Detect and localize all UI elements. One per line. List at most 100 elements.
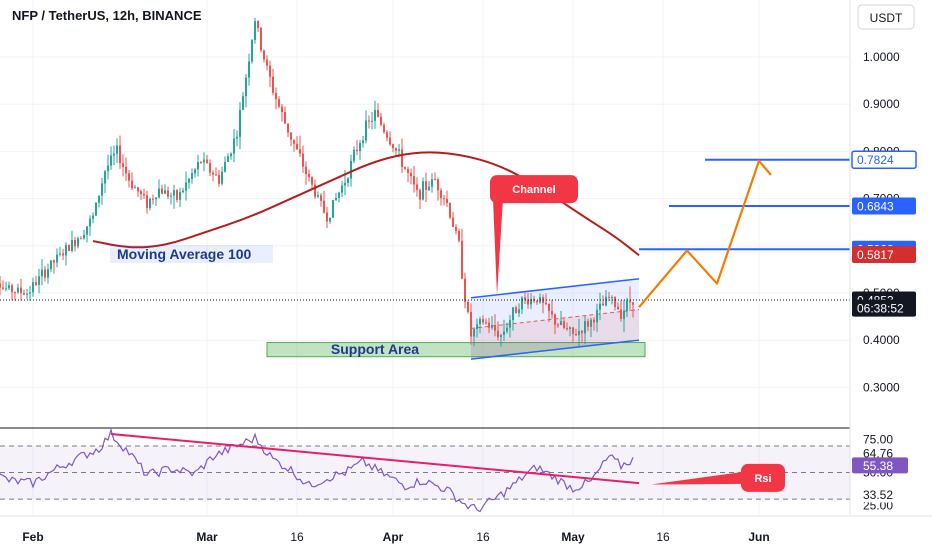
- candle-body: [536, 300, 538, 303]
- candle-body: [299, 149, 301, 154]
- candle-body: [350, 160, 352, 179]
- candle-body: [158, 188, 160, 198]
- candle-body: [560, 321, 562, 326]
- candle-body: [92, 215, 94, 219]
- candle-body: [413, 176, 415, 185]
- candle-body: [122, 163, 124, 167]
- candle-body: [257, 21, 259, 29]
- currency-button[interactable]: USDT: [857, 4, 915, 30]
- price-label: 0.6843: [852, 197, 916, 215]
- candle-body: [428, 186, 430, 191]
- rsi-label-text: 55.38: [863, 459, 893, 473]
- channel-lower-line[interactable]: [470, 339, 640, 360]
- candle-body: [608, 296, 610, 298]
- candle-body: [341, 185, 343, 193]
- candle-body: [71, 240, 73, 251]
- annotations: Moving Average 100 Support Area Channel: [110, 175, 578, 357]
- candle-body: [212, 172, 214, 175]
- candle-body: [44, 269, 46, 278]
- candle-body: [233, 138, 235, 154]
- price-label-text: 0.5817: [857, 248, 894, 262]
- candle-body: [383, 124, 385, 133]
- symbol-title[interactable]: NFP / TetherUS, 12h, BINANCE: [12, 8, 202, 23]
- drawings[interactable]: [0, 158, 850, 360]
- candle-body: [164, 190, 166, 194]
- candle-body: [197, 161, 199, 170]
- candle-body: [218, 174, 220, 184]
- time-axis[interactable]: Feb Mar 16 Apr 16 May 16 Jun: [0, 517, 932, 550]
- candle-body: [353, 149, 355, 161]
- candle-body: [140, 191, 142, 195]
- candle-body: [518, 309, 520, 314]
- price-series: [0, 17, 634, 347]
- time-tick-label: Mar: [196, 530, 218, 544]
- candle-body: [470, 311, 472, 337]
- candle-body: [431, 179, 433, 187]
- channel-callout-box: [490, 175, 578, 204]
- candle-body: [206, 159, 208, 164]
- time-tick-label: Jun: [748, 530, 769, 544]
- price-label-text: 0.7824: [857, 153, 894, 167]
- candle-body: [347, 178, 349, 183]
- support-area-box[interactable]: [266, 342, 646, 358]
- candle-body: [230, 153, 232, 157]
- candle-body: [494, 325, 496, 331]
- candle-body: [575, 333, 577, 336]
- time-tick-label: 16: [476, 530, 490, 544]
- candle-body: [134, 187, 136, 189]
- candle-body: [152, 198, 154, 200]
- candle-body: [374, 109, 376, 121]
- candle-body: [419, 189, 421, 200]
- candle-body: [155, 197, 157, 200]
- candle-body: [422, 181, 424, 200]
- candle-body: [41, 269, 43, 277]
- candle-body: [479, 319, 481, 325]
- candle-body: [107, 165, 109, 172]
- projection-path[interactable]: [638, 159, 772, 308]
- candle-body: [488, 322, 490, 328]
- candle-body: [596, 309, 598, 323]
- rsi-trendline[interactable]: [110, 432, 640, 485]
- currency-label: USDT: [870, 11, 903, 25]
- candle-body: [599, 303, 601, 310]
- price-axis[interactable]: 1.00000.90000.80000.70000.60000.50000.40…: [849, 0, 932, 515]
- candle-body: [65, 245, 67, 256]
- candle-body: [524, 297, 526, 300]
- candle-body: [53, 260, 55, 263]
- candle-body: [434, 179, 436, 181]
- candle-body: [80, 238, 82, 240]
- channel-callout-tail: [493, 199, 503, 296]
- candle-body: [362, 140, 364, 144]
- candle-body: [416, 184, 418, 190]
- time-tick-label: 16: [290, 530, 304, 544]
- candle-body: [23, 293, 25, 295]
- candle-body: [317, 195, 319, 197]
- candle-body: [221, 171, 223, 184]
- candle-body: [38, 276, 40, 285]
- candle-body: [146, 195, 148, 209]
- candle-body: [170, 195, 172, 197]
- candle-body: [209, 163, 211, 173]
- candle-body: [476, 324, 478, 330]
- candle-body: [512, 307, 514, 321]
- candle-body: [359, 143, 361, 151]
- candle-body: [344, 182, 346, 186]
- candle-body: [269, 65, 271, 77]
- candle-body: [188, 178, 190, 183]
- candle-body: [323, 200, 325, 213]
- price-label-bg: [851, 150, 917, 169]
- rsi-callout-label: Rsi: [754, 473, 771, 485]
- candle-body: [56, 254, 58, 263]
- candle-body: [248, 61, 250, 78]
- candle-body: [443, 198, 445, 200]
- candle-body: [101, 183, 103, 196]
- candle-body: [452, 217, 454, 228]
- candle-body: [308, 173, 310, 178]
- channel-upper-line[interactable]: [470, 278, 640, 299]
- candle-body: [404, 167, 406, 169]
- candle-body: [521, 297, 523, 310]
- candle-body: [530, 298, 532, 305]
- candle-body: [59, 253, 61, 255]
